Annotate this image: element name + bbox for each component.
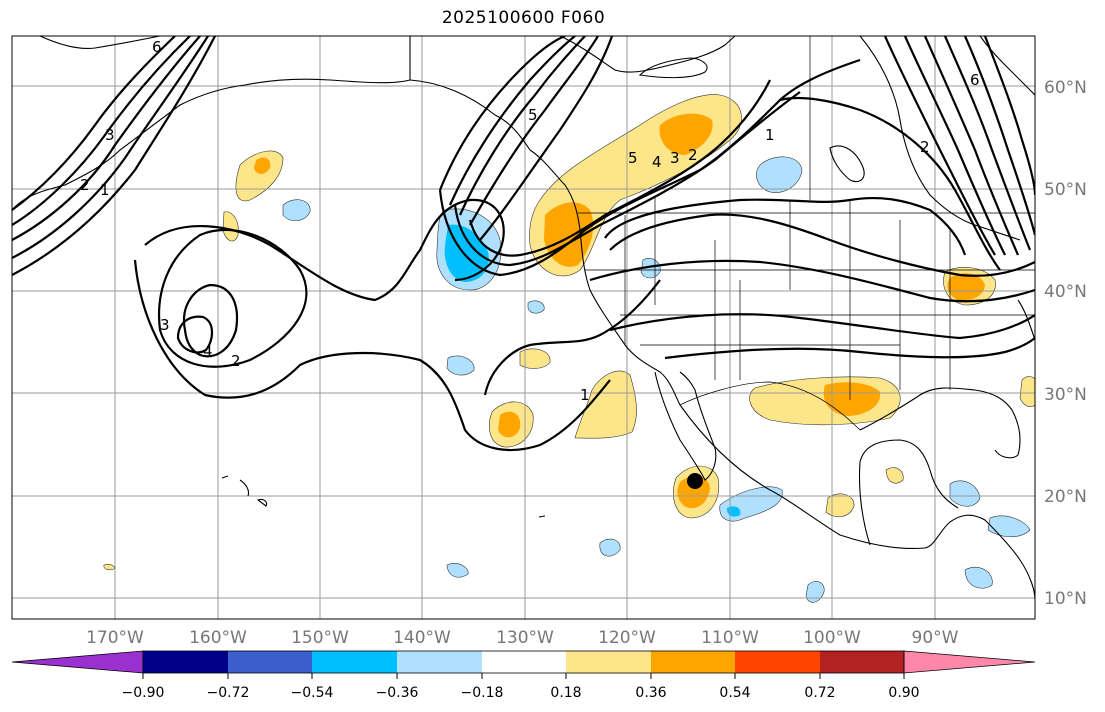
contour-label: 6: [970, 71, 980, 89]
contour-label: 2: [80, 176, 90, 194]
lat-label-30n: 30°N: [1044, 385, 1087, 405]
contour-label-group: 1 2 3 6 3 4 2 5 1 1 5 4 3 2 2 6: [80, 38, 980, 404]
map-area: [12, 36, 1035, 619]
lon-label-160w: 160°W: [189, 628, 247, 648]
lon-label-130w: 130°W: [496, 628, 554, 648]
colorbar-tick-label: 0.54: [719, 685, 750, 701]
contour-label: 2: [688, 146, 698, 164]
contour-label: 2: [231, 352, 241, 370]
colorbar: −0.90 −0.72 −0.54 −0.36 −0.18 0.18 0.36 …: [11, 650, 1036, 701]
contour-label: 1: [100, 181, 110, 199]
colorbar-segment: [312, 651, 397, 673]
colorbar-tick-label: −0.90: [122, 685, 165, 701]
contour-lines: [12, 36, 1035, 452]
colorbar-segment: [397, 651, 482, 673]
colorbar-tick-label: 0.36: [635, 685, 666, 701]
lon-label-120w: 120°W: [598, 628, 656, 648]
contour-label: 3: [670, 149, 680, 167]
lon-label-100w: 100°W: [803, 628, 861, 648]
colorbar-tick-label: 0.90: [888, 685, 919, 701]
lat-label-50n: 50°N: [1044, 180, 1087, 200]
lat-label-60n: 60°N: [1044, 78, 1087, 98]
contour-label: 6: [152, 38, 162, 56]
colorbar-segment: [820, 651, 904, 673]
contour-label: 4: [652, 153, 662, 171]
colorbar-outline: [142, 650, 905, 674]
colorbar-segment: [903, 650, 1036, 674]
colorbar-tick-label: −0.54: [291, 685, 334, 701]
colorbar-tick-label: 0.72: [804, 685, 835, 701]
contour-label: 5: [628, 149, 638, 167]
colorbar-tick-label: −0.18: [461, 685, 504, 701]
contour-label: 2: [920, 138, 930, 156]
lat-label-10n: 10°N: [1044, 589, 1087, 609]
colorbar-segment: [482, 651, 566, 673]
colorbar-segment: [11, 650, 144, 674]
lat-label-40n: 40°N: [1044, 282, 1087, 302]
contour-label: 1: [765, 126, 775, 144]
colorbar-segment: [566, 651, 651, 673]
map-frame: [11, 35, 1036, 620]
colorbar-tick-label: 0.18: [550, 685, 581, 701]
lon-label-90w: 90°W: [912, 628, 959, 648]
colorbar-segment: [228, 651, 312, 673]
lon-label-170w: 170°W: [86, 628, 144, 648]
colorbar-tick-label: −0.72: [207, 685, 250, 701]
lon-label-140w: 140°W: [393, 628, 451, 648]
latitude-labels: 60°N 50°N 40°N 30°N 20°N 10°N: [1044, 78, 1087, 609]
contour-label: 5: [528, 106, 538, 124]
contour-label: 3: [105, 126, 115, 144]
longitude-labels: 170°W 160°W 150°W 140°W 130°W 120°W 110°…: [86, 628, 959, 648]
colorbar-tick-label: −0.36: [376, 685, 419, 701]
map-title: 2025100600 F060: [441, 8, 606, 28]
colorbar-ticks: [142, 673, 905, 679]
contour-label: 3: [160, 316, 170, 334]
storm-marker: [687, 473, 703, 489]
colorbar-segment: [143, 651, 228, 673]
colorbar-segment: [735, 651, 820, 673]
contour-label: 4: [203, 342, 213, 360]
colorbar-segment: [651, 651, 735, 673]
lat-label-20n: 20°N: [1044, 487, 1087, 507]
lon-label-150w: 150°W: [291, 628, 349, 648]
lat-lon-grid: [12, 36, 1035, 619]
contour-label: 1: [580, 386, 590, 404]
lon-label-110w: 110°W: [701, 628, 759, 648]
